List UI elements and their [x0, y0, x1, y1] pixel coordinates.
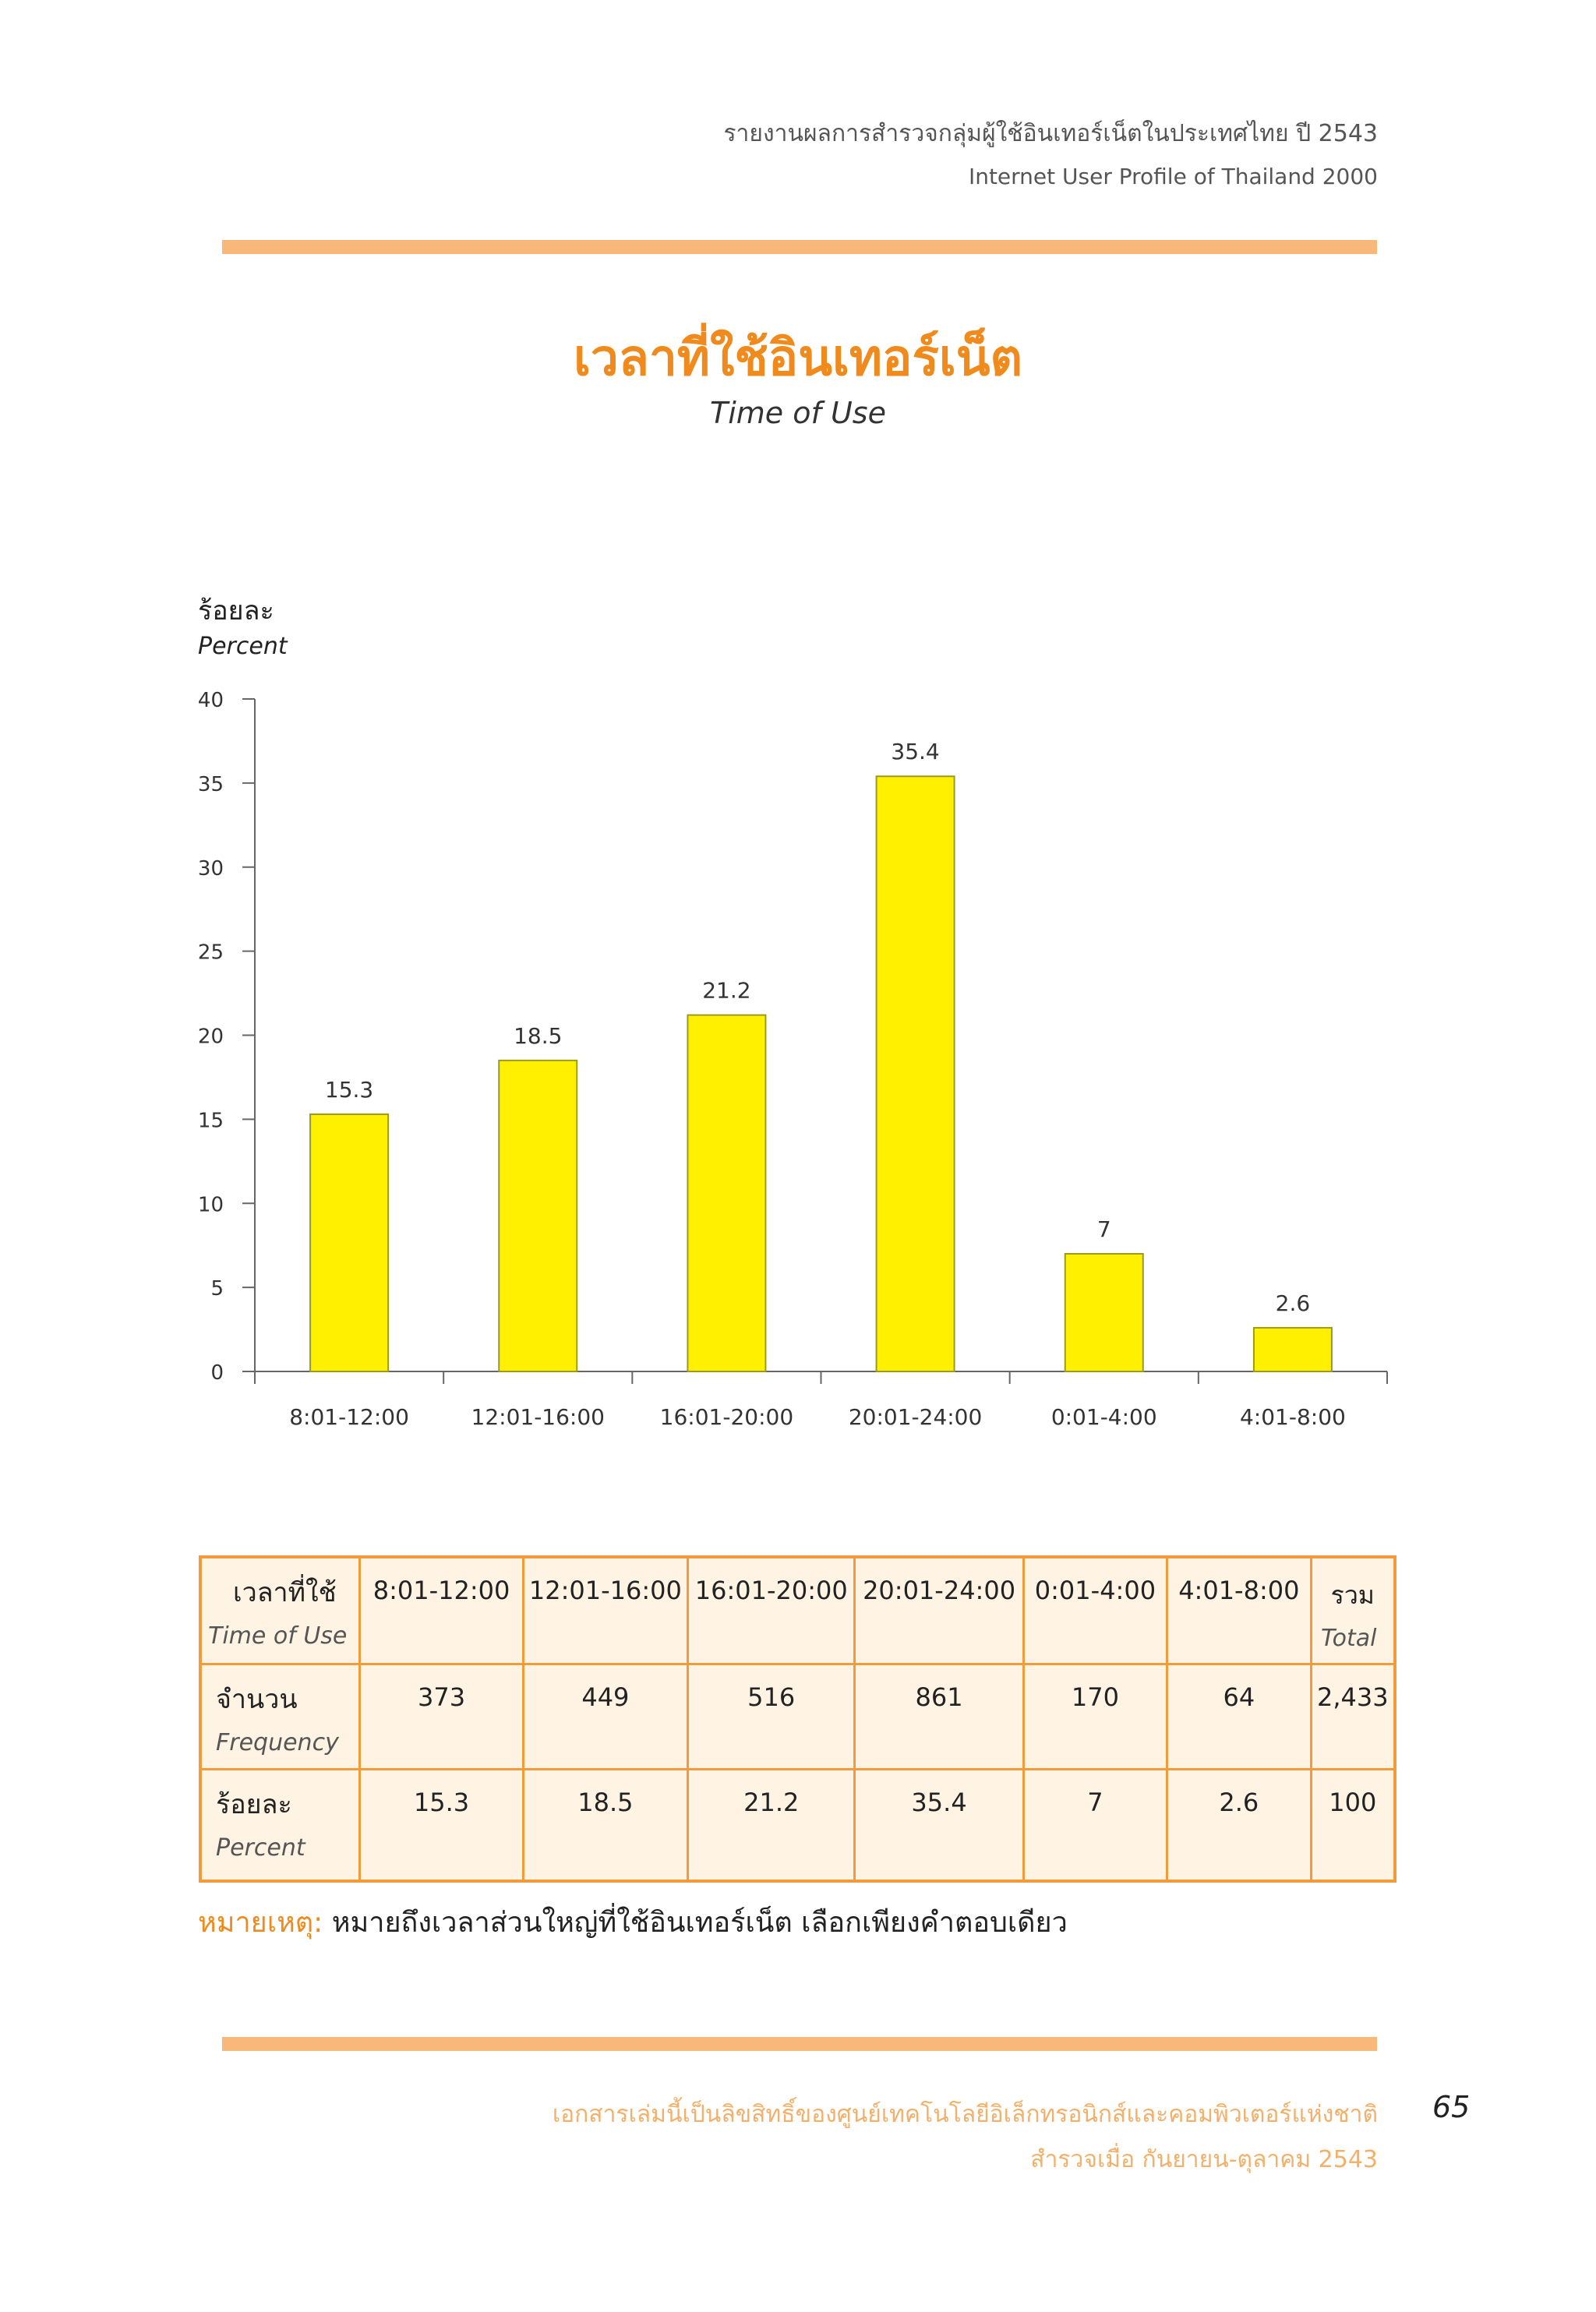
table-row-frequency: จำนวน Frequency 373 449 516 861 170 64 2…: [199, 1662, 1396, 1771]
bar: [498, 1059, 578, 1373]
y-tick-label: 30: [198, 857, 224, 881]
footnote-label: หมายเหตุ:: [198, 1907, 323, 1939]
table-row-percent: ร้อยละ Percent 15.3 18.5 21.2 35.4 7 2.6…: [199, 1768, 1396, 1883]
row-header-time: เวลาที่ใช้ Time of Use: [199, 1555, 362, 1665]
row-header-percent-en: Percent: [216, 1834, 305, 1862]
table-cell-value: 2.6: [1219, 1788, 1259, 1818]
x-tick-label: 8:01-12:00: [289, 1404, 409, 1430]
col-header: 16:01-20:00: [687, 1555, 856, 1665]
col-header-label: 8:01-12:00: [373, 1576, 510, 1605]
table-cell: 64: [1166, 1662, 1312, 1771]
bar-value-label: 7: [1097, 1216, 1111, 1242]
header-title-th: รายงานผลการสำรวจกลุ่มผู้ใช้อินเทอร์เน็ตใ…: [723, 120, 1378, 147]
total-header-th: รวม: [1330, 1580, 1375, 1610]
bar-value-label: 35.4: [891, 739, 939, 764]
footnote-text: หมายถึงเวลาส่วนใหญ่ที่ใช้อินเทอร์เน็ต เล…: [331, 1907, 1068, 1939]
y-tick-label: 10: [198, 1193, 224, 1216]
bar-chart: 0 5 10 15 20 25 30 35 40 15.3 8:01-12:00 18.5 12:01-…: [198, 689, 1388, 1430]
bar-value-label: 15.3: [325, 1077, 373, 1103]
table-cell-value: 100: [1329, 1788, 1377, 1818]
y-tick-label: 40: [198, 689, 224, 712]
col-header-label: 4:01-8:00: [1178, 1576, 1300, 1605]
col-header: 4:01-8:00: [1166, 1555, 1312, 1665]
table-cell-total: 100: [1309, 1768, 1396, 1883]
total-header-en: Total: [1321, 1625, 1377, 1652]
x-tick-label: 4:01-8:00: [1240, 1404, 1346, 1430]
table-cell-value: 64: [1223, 1682, 1255, 1712]
table-cell: 15.3: [358, 1768, 524, 1883]
table-cell-value: 18.5: [577, 1788, 634, 1818]
table-cell-value: 861: [915, 1682, 963, 1712]
col-header-label: 0:01-4:00: [1034, 1576, 1156, 1605]
footer-divider: [222, 2037, 1377, 2051]
row-header-frequency-en: Frequency: [216, 1728, 339, 1756]
table-cell: 516: [687, 1662, 856, 1771]
page-title-en: Time of Use: [710, 396, 886, 430]
col-header-label: 16:01-20:00: [694, 1576, 848, 1605]
x-tick-label: 0:01-4:00: [1051, 1404, 1157, 1430]
total-header: รวม Total: [1309, 1555, 1396, 1665]
x-tick-label: 16:01-20:00: [660, 1404, 794, 1430]
bar: [309, 1113, 390, 1372]
footnote: หมายเหตุ: หมายถึงเวลาส่วนใหญ่ที่ใช้อินเท…: [198, 1900, 1068, 1944]
table-cell-total: 2,433: [1309, 1662, 1396, 1771]
row-header-time-en: Time of Use: [208, 1622, 348, 1650]
row-header-percent-th: ร้อยละ: [216, 1789, 292, 1821]
bar: [875, 775, 955, 1372]
y-tick-label: 20: [198, 1025, 224, 1049]
data-table: เวลาที่ใช้ Time of Use 8:01-12:00 12:01-…: [199, 1555, 1396, 1883]
bar-value-label: 21.2: [702, 978, 750, 1004]
table-cell-value: 2,433: [1316, 1682, 1389, 1712]
table-header-row: เวลาที่ใช้ Time of Use 8:01-12:00 12:01-…: [199, 1555, 1396, 1665]
x-tick-label: 12:01-16:00: [471, 1404, 606, 1430]
col-header: 0:01-4:00: [1022, 1555, 1169, 1665]
footer-survey-date: สำรวจเมื่อ กันยายน-ตุลาคม 2543: [1030, 2146, 1378, 2173]
table-cell: 170: [1022, 1662, 1169, 1771]
row-header-time-th: เวลาที่ใช้: [233, 1577, 337, 1608]
table-cell-value: 170: [1071, 1682, 1119, 1712]
table-cell-value: 21.2: [743, 1788, 800, 1818]
row-header-percent: ร้อยละ Percent: [199, 1768, 362, 1883]
y-tick-label: 35: [198, 773, 224, 796]
y-tick-label: 25: [198, 941, 224, 965]
bar: [687, 1014, 767, 1372]
col-header: 12:01-16:00: [521, 1555, 690, 1665]
col-header: 8:01-12:00: [358, 1555, 524, 1665]
table-cell: 7: [1022, 1768, 1169, 1883]
y-axis-label-en: Percent: [198, 633, 288, 660]
table-cell: 35.4: [853, 1768, 1025, 1883]
bar-value-label: 2.6: [1276, 1290, 1311, 1316]
table-cell: 21.2: [687, 1768, 856, 1883]
table-cell: 449: [521, 1662, 690, 1771]
table-cell: 18.5: [521, 1768, 690, 1883]
col-header-label: 20:01-24:00: [863, 1576, 1016, 1605]
y-axis-label-th: ร้อยละ: [198, 595, 274, 627]
table-cell-value: 516: [747, 1682, 796, 1712]
table-cell-value: 15.3: [413, 1788, 470, 1818]
row-header-frequency-th: จำนวน: [216, 1683, 298, 1715]
bar: [1252, 1326, 1333, 1373]
table-cell: 861: [853, 1662, 1025, 1771]
bar-value-label: 18.5: [514, 1023, 562, 1049]
y-tick-label: 5: [210, 1277, 224, 1301]
x-tick-label: 20:01-24:00: [849, 1404, 983, 1430]
y-tick-label: 15: [198, 1109, 224, 1132]
col-header-label: 12:01-16:00: [528, 1576, 682, 1605]
table-cell-value: 373: [418, 1682, 466, 1712]
table-cell-value: 7: [1087, 1788, 1103, 1818]
table-cell-value: 35.4: [911, 1788, 967, 1818]
table-cell: 373: [358, 1662, 524, 1771]
table-cell: 2.6: [1166, 1768, 1312, 1883]
footer-copyright: เอกสารเล่มนี้เป็นลิขสิทธิ์ของศูนย์เทคโนโ…: [552, 2101, 1378, 2128]
page-title-th: เวลาที่ใช้อินเทอร์เน็ต: [573, 330, 1023, 387]
table-cell-value: 449: [581, 1682, 630, 1712]
header-title-en: Internet User Profile of Thailand 2000: [968, 164, 1378, 189]
row-header-frequency: จำนวน Frequency: [199, 1662, 362, 1771]
y-tick-label: 0: [210, 1361, 224, 1385]
page-number: 65: [1432, 2090, 1471, 2124]
bar: [1064, 1252, 1144, 1372]
header-divider: [222, 240, 1377, 254]
col-header: 20:01-24:00: [853, 1555, 1025, 1665]
